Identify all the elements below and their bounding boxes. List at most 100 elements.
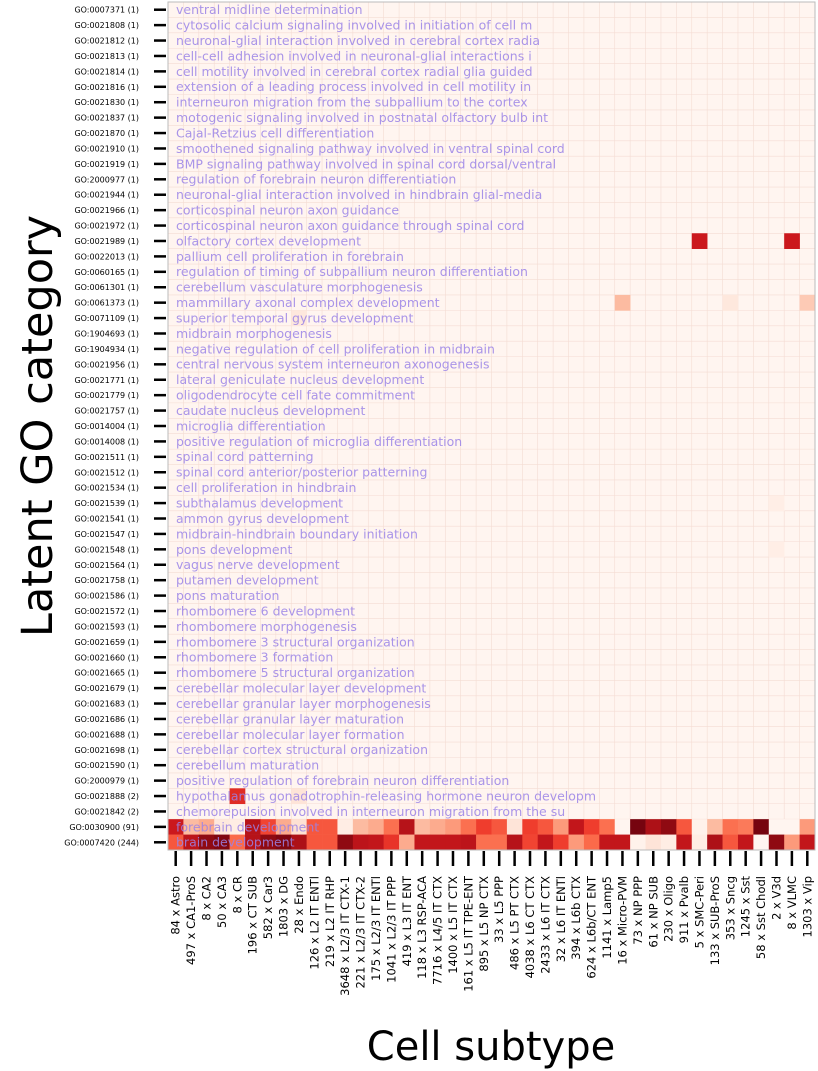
x-tick-label: 32 x L6 IT ENTl (554, 876, 568, 962)
heatmap-cell (337, 819, 354, 835)
row-description: positive regulation of microglia differe… (176, 434, 462, 449)
row-description: pallium cell proliferation in forebrain (176, 249, 404, 264)
heatmap-cell (229, 788, 246, 805)
heatmap-cell (799, 834, 816, 851)
y-tick-label: GO:0021972 (1) (74, 222, 139, 231)
y-tick-label: GO:0007420 (244) (64, 838, 139, 847)
y-tick-label: GO:0021547 (1) (74, 530, 139, 539)
heatmap-cell (768, 819, 785, 835)
y-tick-label: GO:0021813 (1) (74, 52, 139, 61)
x-tick-label: 497 x CA1-ProS (184, 876, 198, 965)
heatmap-cell (260, 819, 277, 835)
heatmap-cell (722, 294, 739, 311)
heatmap-cell (676, 819, 693, 835)
y-tick-label: GO:0021534 (1) (74, 484, 139, 493)
y-tick-label: GO:0021830 (1) (74, 98, 139, 107)
y-tick-label: GO:0021944 (1) (74, 191, 139, 200)
heatmap-cell (583, 819, 600, 835)
row-description: central nervous system interneuron axono… (176, 357, 489, 372)
x-tick-label: 16 x Micro-PVM (615, 876, 629, 965)
row-description: spinal cord patterning (176, 449, 314, 464)
row-description: cerebellar cortex structural organizatio… (176, 742, 428, 757)
row-description: microglia differentiation (176, 418, 326, 433)
heatmap-cell (460, 819, 477, 835)
heatmap-cell (737, 819, 754, 835)
heatmap-cell (291, 310, 307, 327)
y-tick-label: GO:0021512 (1) (74, 468, 139, 477)
row-description: cerebellum vasculature morphogenesis (176, 280, 423, 295)
x-tick-label: 8 x CA2 (200, 876, 214, 921)
y-tick-label: GO:0021683 (1) (74, 700, 139, 709)
x-tick-label: 2 x V3d (769, 876, 783, 920)
heatmap-cell (229, 834, 246, 851)
heatmap-cell (245, 819, 261, 835)
heatmap-cell (306, 819, 323, 835)
x-tick-label: 8 x CR (230, 876, 244, 913)
row-description: regulation of forebrain neuron different… (176, 172, 456, 187)
row-description: neuronal-glial interaction involved in h… (176, 187, 542, 202)
row-description: cell motility involved in cerebral corte… (176, 64, 533, 79)
heatmap-cell (553, 819, 569, 835)
heatmap-cell (214, 819, 230, 835)
heatmap-cells (168, 233, 816, 851)
heatmap-cell (784, 233, 800, 249)
x-tick-label: 221 x L2/3 IT CTX-2 (354, 876, 368, 989)
row-description: superior temporal gyrus development (176, 310, 413, 325)
y-tick-label: GO:0021870 (1) (74, 129, 139, 138)
x-tick-label: 1303 x Vip (800, 876, 814, 938)
row-description: cerebellum maturation (176, 758, 319, 773)
row-description: vagus nerve development (176, 557, 340, 572)
row-description: cerebellar granular layer morphogenesis (176, 696, 431, 711)
heatmap-cell (614, 819, 631, 835)
heatmap-cell (799, 819, 816, 835)
y-tick-label: GO:0014004 (1) (74, 422, 139, 431)
y-tick-label: GO:0021910 (1) (74, 144, 139, 153)
heatmap-cell (352, 819, 369, 835)
row-description: brain development (176, 835, 295, 850)
heatmap-cell (291, 834, 307, 851)
row-description: rhombomere 3 structural organization (176, 634, 415, 649)
x-tick-label: 196 x CT SUB (246, 876, 260, 954)
x-tick-label: 1041 x L2/3 IT PPP (384, 876, 398, 983)
heatmap-cell (599, 819, 616, 835)
row-description: putamen development (176, 573, 319, 588)
x-tick-label: 394 x L6b CTX (569, 876, 583, 960)
x-tick-label: 1400 x L5 IT CTX (446, 876, 460, 974)
heatmap-cell (476, 819, 492, 835)
y-tick-label: GO:0022013 (1) (74, 252, 139, 261)
heatmap-cell (707, 819, 723, 835)
x-tick-label: 133 x SUB-ProS (708, 876, 722, 965)
y-tick-label: GO:0021808 (1) (74, 21, 139, 30)
x-axis-ticks: 84 x Astro 497 x CA1-ProS 8 x CA2 50 x CA3 8… (169, 851, 814, 996)
heatmap-cell (275, 834, 292, 851)
heatmap-cell (645, 819, 662, 835)
row-description: hypothalamus gonadotrophin-releasing hor… (176, 788, 596, 803)
heatmap-cell (722, 834, 739, 851)
y-tick-label: GO:0021757 (1) (74, 407, 139, 416)
heatmap-cell (429, 834, 446, 851)
y-tick-label: GO:0021698 (1) (74, 746, 139, 755)
heatmap-cell (368, 834, 384, 851)
heatmap-cell (183, 819, 200, 835)
x-tick-label: 84 x Astro (169, 876, 183, 935)
row-description: interneuron migration from the subpalliu… (176, 95, 528, 110)
heatmap-cell (691, 819, 708, 835)
heatmap-cell (799, 294, 816, 311)
y-tick-label: GO:0030900 (91) (69, 823, 139, 832)
heatmap-cell (645, 834, 662, 851)
x-tick-label: 2433 x L6 IT CTX (538, 876, 552, 974)
x-axis-label: Cell subtype (367, 1024, 615, 1070)
x-tick-label: 1803 x DG (277, 876, 291, 937)
row-description: cerebellar molecular layer development (176, 681, 426, 696)
heatmap-cell (784, 819, 800, 835)
row-description: cerebellar molecular layer formation (176, 727, 405, 742)
y-tick-label: GO:0061301 (1) (74, 283, 139, 292)
row-description: ventral midline determination (176, 2, 363, 17)
heatmap-cell (260, 834, 277, 851)
x-tick-label: 1245 x Sst (739, 876, 753, 938)
y-tick-label: GO:0021539 (1) (74, 499, 139, 508)
row-description: cerebellar granular layer maturation (176, 711, 404, 726)
heatmap-cell (399, 819, 415, 835)
row-description: rhombomere 3 formation (176, 650, 333, 665)
